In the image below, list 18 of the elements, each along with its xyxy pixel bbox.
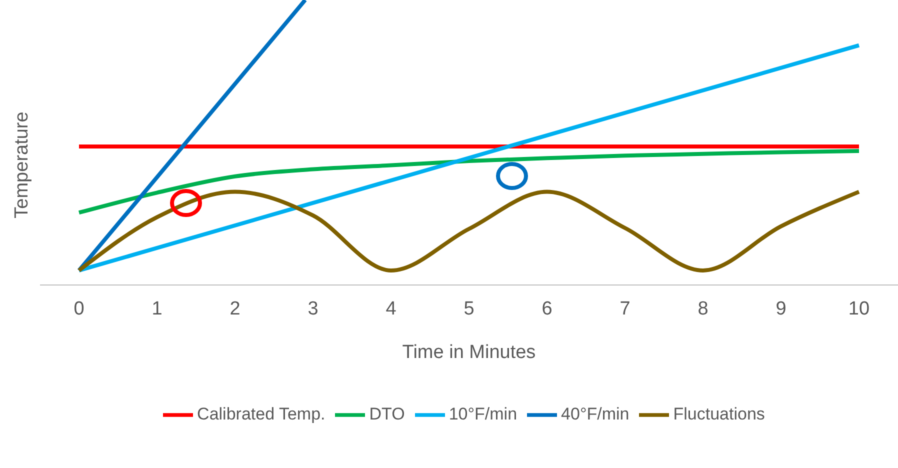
x-tick-label: 4 xyxy=(386,298,397,320)
x-tick-label: 1 xyxy=(152,298,162,320)
x-tick-label: 5 xyxy=(464,298,474,320)
x-tick-label: 6 xyxy=(542,298,552,320)
x-tick-label: 2 xyxy=(230,298,240,320)
legend-label: DTO xyxy=(369,404,405,424)
x-tick-label: 0 xyxy=(74,298,84,320)
x-tick-label: 10 xyxy=(848,298,870,320)
x-tick-label: 8 xyxy=(698,298,708,320)
x-tick-label: 3 xyxy=(308,298,318,320)
y-axis-title: Temperature xyxy=(11,112,33,218)
legend-label: Calibrated Temp. xyxy=(197,404,326,424)
legend-label: 40°F/min xyxy=(561,404,630,424)
legend-label: Fluctuations xyxy=(673,404,765,424)
x-tick-label: 9 xyxy=(776,298,786,320)
x-axis-title: Time in Minutes xyxy=(402,342,536,363)
x-tick-label: 7 xyxy=(620,298,630,320)
legend-label: 10°F/min xyxy=(448,404,518,424)
